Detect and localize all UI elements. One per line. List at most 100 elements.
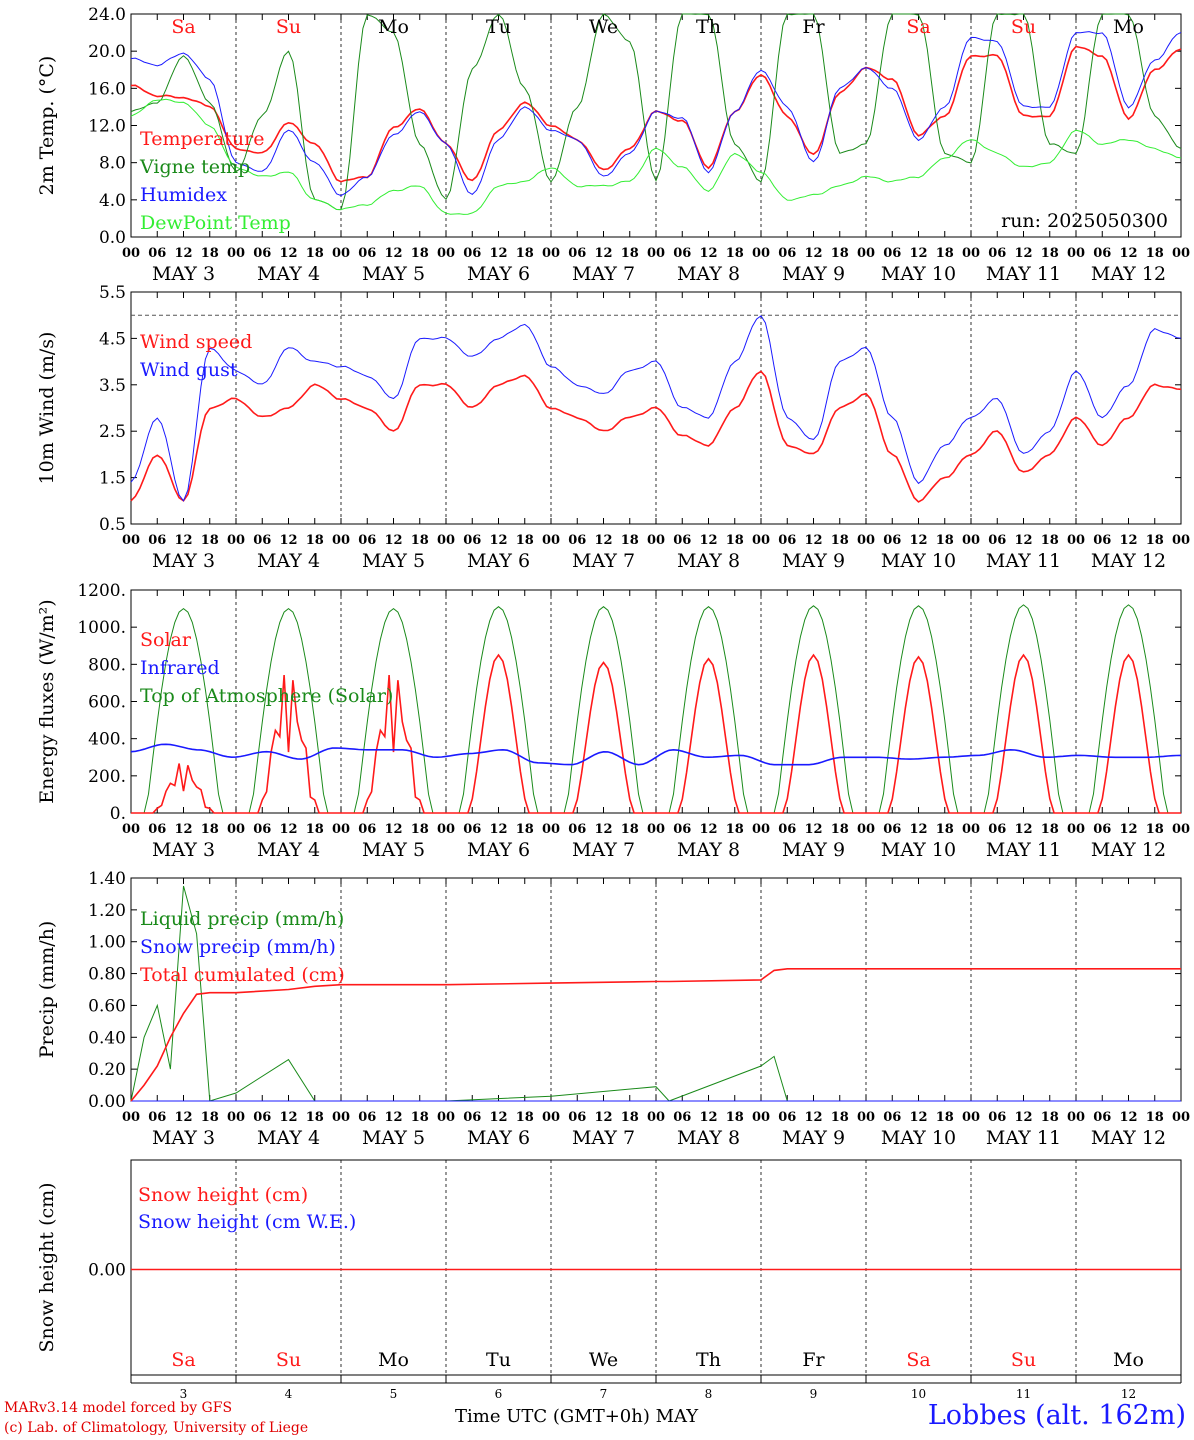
panel-5 bbox=[130, 1159, 1182, 1384]
y-tick-label: 0.80 bbox=[88, 965, 126, 985]
x-tick-label: 06 bbox=[778, 822, 796, 837]
x-tick-label: 06 bbox=[358, 246, 376, 261]
x-tick-label: 12 bbox=[804, 822, 822, 837]
weekday-label: Fr bbox=[802, 1349, 825, 1371]
date-label: MAY 7 bbox=[572, 839, 635, 861]
x-tick-label: 00 bbox=[1172, 246, 1190, 261]
x-tick-label: 18 bbox=[831, 1110, 849, 1125]
day-number: 3 bbox=[180, 1387, 188, 1401]
day-number: 7 bbox=[600, 1387, 608, 1401]
legend-entry: Total cumulated (cm) bbox=[140, 964, 345, 986]
y-axis-label: Precip (mm/h) bbox=[36, 921, 58, 1059]
x-tick-label: 18 bbox=[726, 246, 744, 261]
y-tick-label: 5.5 bbox=[99, 283, 126, 303]
x-tick-label: 06 bbox=[1093, 533, 1111, 548]
x-tick-label: 12 bbox=[384, 822, 402, 837]
series-line bbox=[130, 13, 1182, 211]
y-tick-label: 16.0 bbox=[88, 79, 126, 99]
x-tick-label: 00 bbox=[122, 1110, 140, 1125]
day-number: 12 bbox=[1121, 1387, 1136, 1401]
weekday-label: Mo bbox=[1113, 1349, 1144, 1371]
x-tick-label: 18 bbox=[1146, 1110, 1164, 1125]
x-tick-label: 12 bbox=[174, 1110, 192, 1125]
x-tick-label: 00 bbox=[647, 1110, 665, 1125]
date-label: MAY 5 bbox=[362, 550, 425, 572]
x-tick-label: 06 bbox=[1093, 246, 1111, 261]
x-tick-label: 18 bbox=[936, 246, 954, 261]
x-tick-label: 12 bbox=[699, 533, 717, 548]
x-tick-label: 12 bbox=[279, 246, 297, 261]
x-tick-label: 00 bbox=[857, 1110, 875, 1125]
y-tick-label: 4.0 bbox=[99, 191, 126, 211]
y-tick-label: 600. bbox=[88, 693, 126, 713]
weekday-label: Tu bbox=[486, 16, 511, 38]
x-tick-label: 06 bbox=[883, 1110, 901, 1125]
x-tick-label: 00 bbox=[122, 822, 140, 837]
x-tick-label: 12 bbox=[174, 533, 192, 548]
x-tick-label: 18 bbox=[411, 1110, 429, 1125]
x-tick-label: 00 bbox=[122, 533, 140, 548]
y-tick-label: 24.0 bbox=[88, 5, 126, 25]
station-name: Lobbes (alt. 162m) bbox=[927, 1400, 1186, 1431]
x-tick-label: 12 bbox=[279, 533, 297, 548]
x-tick-label: 12 bbox=[279, 1110, 297, 1125]
x-tick-label: 06 bbox=[988, 533, 1006, 548]
x-tick-label: 00 bbox=[647, 533, 665, 548]
weekday-label: Th bbox=[696, 16, 721, 38]
x-tick-label: 12 bbox=[1014, 246, 1032, 261]
weekday-label: Mo bbox=[1113, 16, 1144, 38]
x-tick-label: 06 bbox=[463, 246, 481, 261]
x-tick-label: 18 bbox=[516, 246, 534, 261]
y-tick-label: 800. bbox=[88, 655, 126, 675]
y-tick-label: 1.00 bbox=[88, 933, 126, 953]
date-label: MAY 4 bbox=[257, 839, 320, 861]
x-tick-label: 06 bbox=[148, 246, 166, 261]
x-tick-label: 06 bbox=[988, 822, 1006, 837]
x-tick-label: 18 bbox=[201, 1110, 219, 1125]
date-label: MAY 6 bbox=[467, 839, 530, 861]
date-label: MAY 7 bbox=[572, 263, 635, 285]
weekday-label: We bbox=[589, 16, 618, 38]
x-tick-label: 12 bbox=[1014, 533, 1032, 548]
legend-entry: Humidex bbox=[140, 184, 227, 206]
x-tick-label: 06 bbox=[988, 1110, 1006, 1125]
x-tick-label: 18 bbox=[201, 822, 219, 837]
x-tick-label: 06 bbox=[673, 822, 691, 837]
x-tick-label: 06 bbox=[148, 533, 166, 548]
x-tick-label: 18 bbox=[516, 822, 534, 837]
legend-entry: DewPoint Temp bbox=[140, 212, 291, 234]
x-tick-label: 00 bbox=[332, 533, 350, 548]
y-tick-label: 1000. bbox=[77, 618, 126, 638]
x-tick-label: 18 bbox=[621, 822, 639, 837]
x-tick-label: 00 bbox=[647, 822, 665, 837]
x-tick-label: 00 bbox=[752, 1110, 770, 1125]
run-label: run: 2025050300 bbox=[1001, 210, 1168, 232]
x-tick-label: 00 bbox=[1067, 246, 1085, 261]
x-tick-label: 00 bbox=[752, 533, 770, 548]
x-tick-label: 18 bbox=[726, 822, 744, 837]
y-tick-label: 12.0 bbox=[88, 117, 126, 137]
x-tick-label: 00 bbox=[1067, 822, 1085, 837]
date-label: MAY 9 bbox=[782, 263, 845, 285]
series-line bbox=[130, 98, 1182, 215]
x-tick-label: 12 bbox=[699, 1110, 717, 1125]
x-tick-label: 12 bbox=[489, 246, 507, 261]
series-line bbox=[130, 31, 1182, 197]
x-tick-label: 12 bbox=[699, 246, 717, 261]
x-tick-label: 06 bbox=[883, 533, 901, 548]
x-tick-label: 06 bbox=[253, 1110, 271, 1125]
date-label: MAY 8 bbox=[677, 263, 740, 285]
x-tick-label: 00 bbox=[437, 533, 455, 548]
x-tick-label: 12 bbox=[594, 533, 612, 548]
x-tick-label: 12 bbox=[594, 246, 612, 261]
x-tick-label: 00 bbox=[752, 246, 770, 261]
x-tick-label: 00 bbox=[962, 246, 980, 261]
x-tick-label: 06 bbox=[148, 822, 166, 837]
date-label: MAY 5 bbox=[362, 263, 425, 285]
x-tick-label: 12 bbox=[384, 246, 402, 261]
date-label: MAY 10 bbox=[881, 839, 956, 861]
weekday-label: Mo bbox=[378, 1349, 409, 1371]
series-line bbox=[130, 370, 1182, 503]
legend-entry: Snow height (cm) bbox=[138, 1184, 308, 1206]
x-tick-label: 18 bbox=[831, 822, 849, 837]
